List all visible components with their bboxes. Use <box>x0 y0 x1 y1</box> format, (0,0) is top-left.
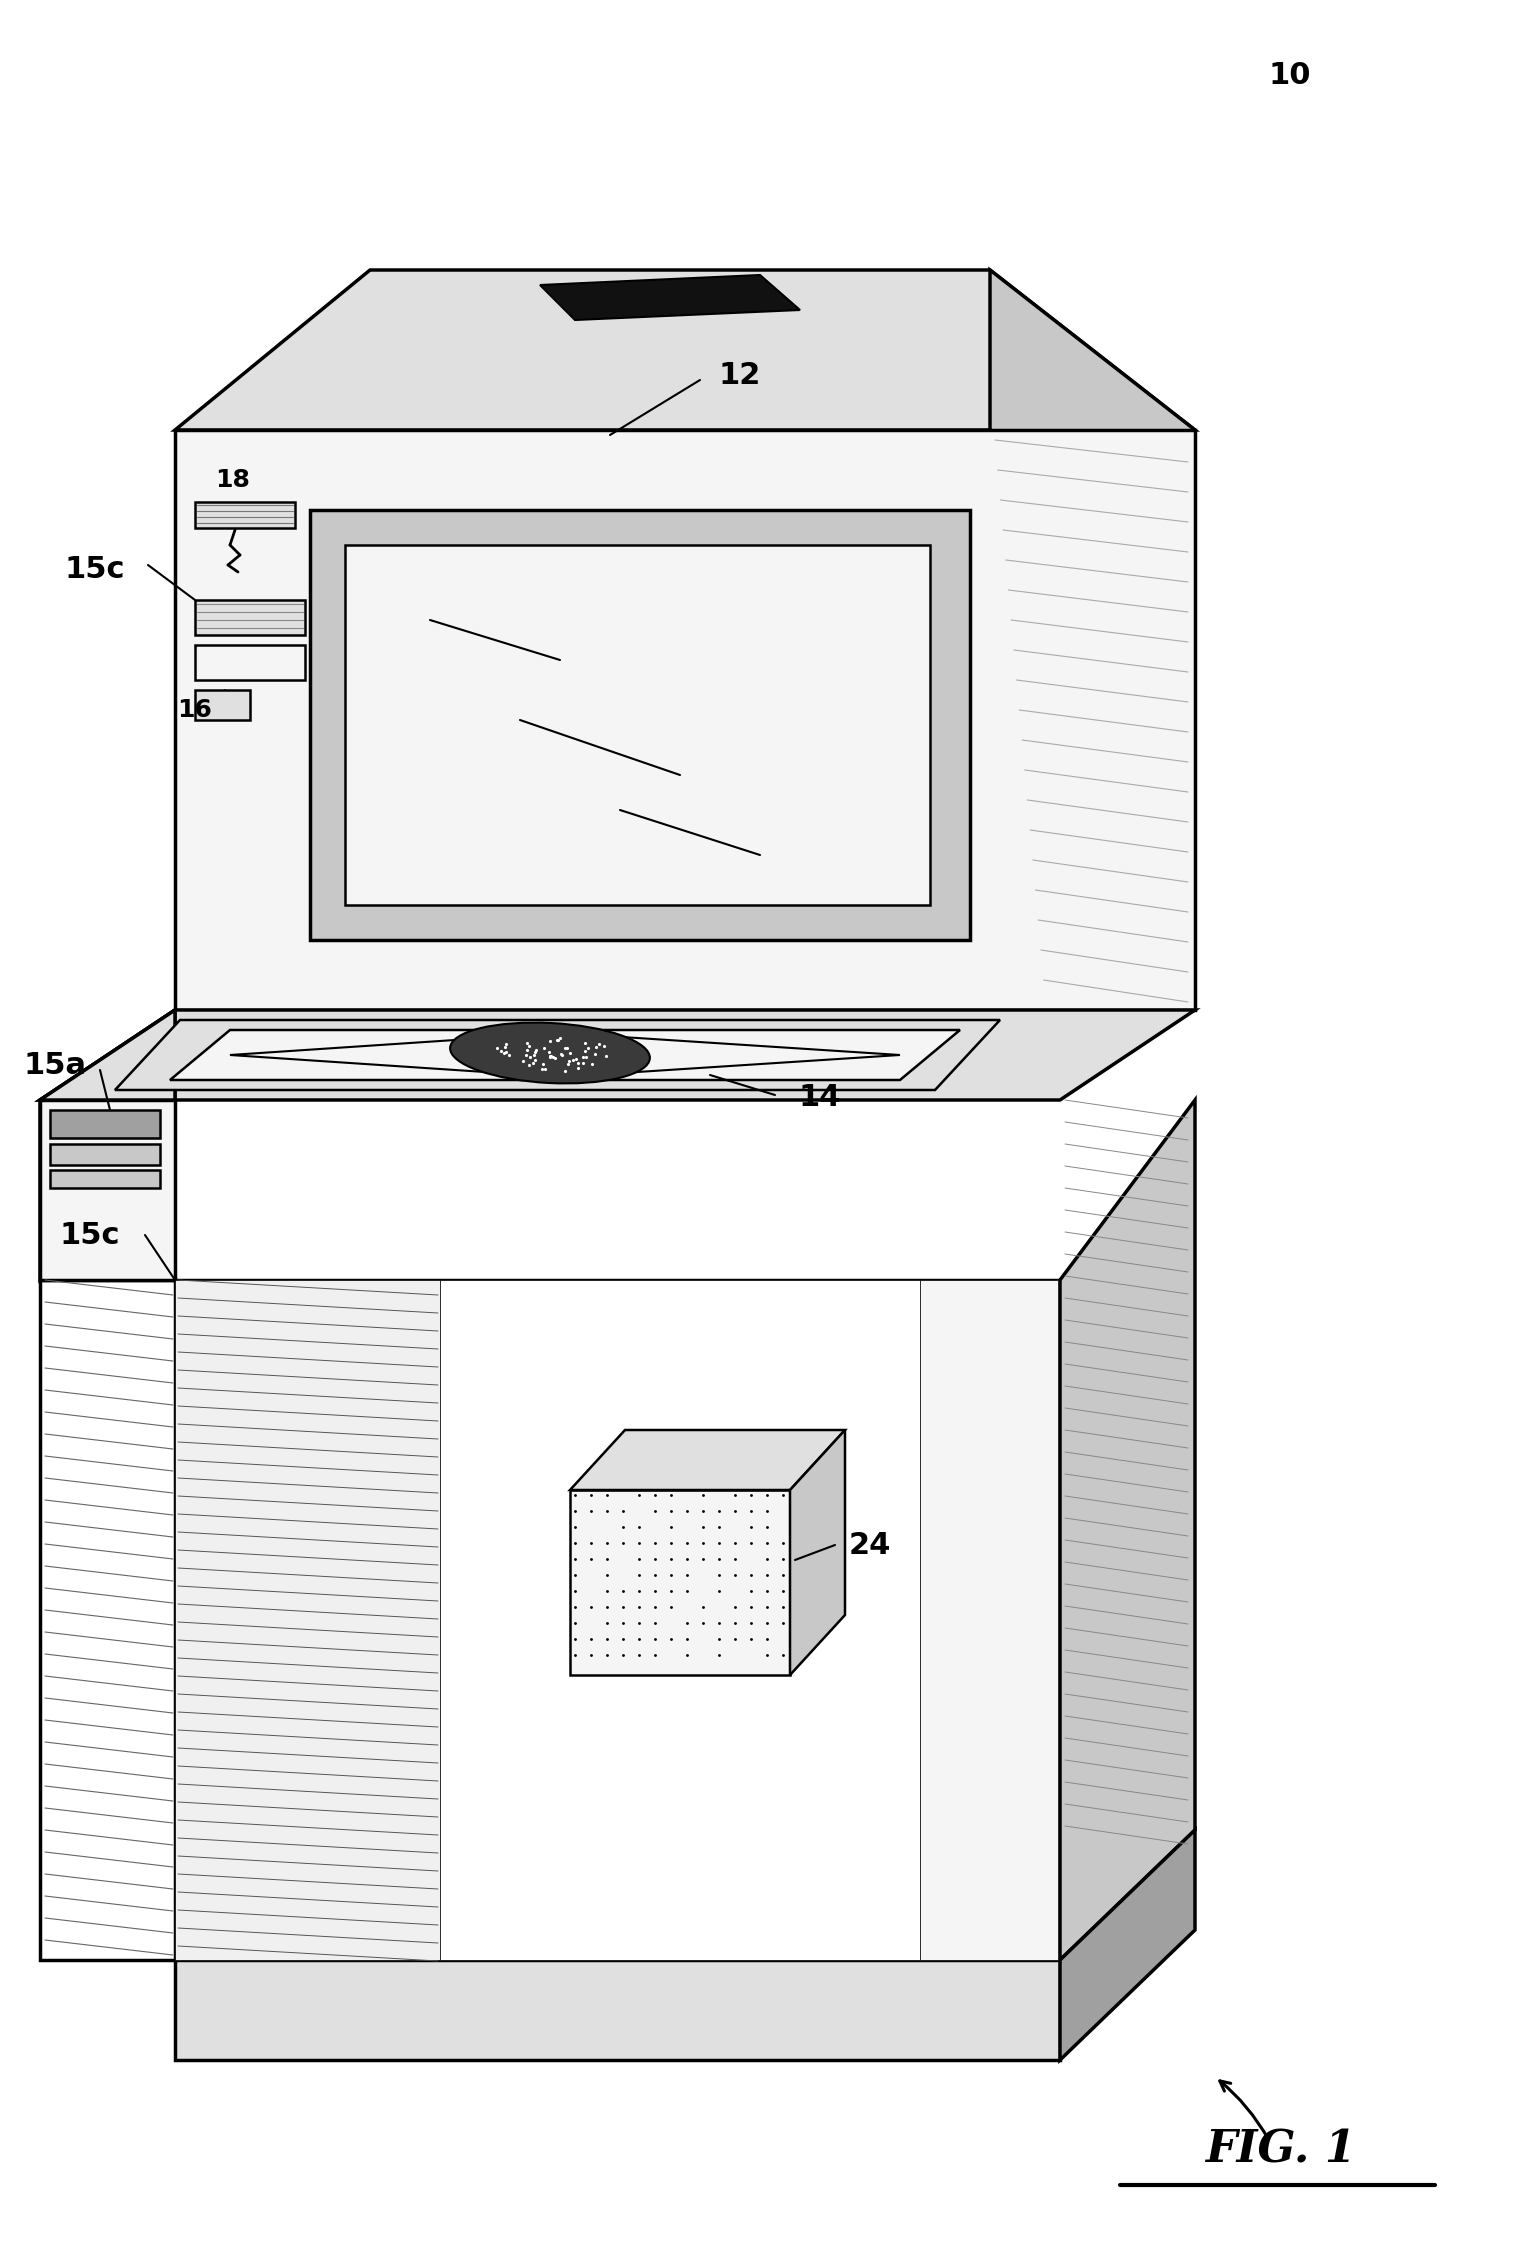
Text: 12: 12 <box>718 361 761 390</box>
Text: 16: 16 <box>177 697 212 722</box>
Polygon shape <box>51 1170 160 1188</box>
Text: 15c: 15c <box>65 556 125 585</box>
Polygon shape <box>195 601 305 634</box>
Text: 24: 24 <box>849 1531 891 1560</box>
Text: 15a: 15a <box>23 1051 86 1078</box>
Polygon shape <box>1060 1101 1195 1960</box>
Polygon shape <box>51 1110 160 1139</box>
Polygon shape <box>540 276 800 321</box>
Text: FIG. 1: FIG. 1 <box>1204 2128 1355 2172</box>
Text: 10: 10 <box>1269 61 1312 90</box>
Polygon shape <box>571 1430 844 1491</box>
Polygon shape <box>195 691 251 720</box>
Polygon shape <box>175 1280 440 1960</box>
Text: 18: 18 <box>215 469 251 491</box>
Polygon shape <box>175 1280 1060 1960</box>
Polygon shape <box>791 1430 844 1675</box>
Polygon shape <box>571 1491 791 1675</box>
Polygon shape <box>920 1280 1058 1960</box>
Polygon shape <box>1060 1829 1195 2060</box>
Polygon shape <box>990 269 1195 1009</box>
Polygon shape <box>40 1101 175 1280</box>
Polygon shape <box>345 545 930 906</box>
Polygon shape <box>171 1029 960 1081</box>
Polygon shape <box>40 1009 175 1280</box>
Polygon shape <box>175 269 1195 430</box>
Polygon shape <box>51 1143 160 1166</box>
Ellipse shape <box>451 1022 651 1083</box>
Polygon shape <box>40 1009 1195 1101</box>
Polygon shape <box>311 509 970 939</box>
Polygon shape <box>195 502 295 529</box>
Text: 14: 14 <box>798 1083 841 1112</box>
Polygon shape <box>40 1009 175 1101</box>
Text: 15c: 15c <box>60 1220 120 1249</box>
Polygon shape <box>115 1020 1000 1090</box>
Polygon shape <box>175 1960 1060 2060</box>
Polygon shape <box>40 1280 175 1960</box>
Polygon shape <box>195 646 305 679</box>
Polygon shape <box>175 430 1195 1009</box>
Polygon shape <box>440 1280 920 1960</box>
